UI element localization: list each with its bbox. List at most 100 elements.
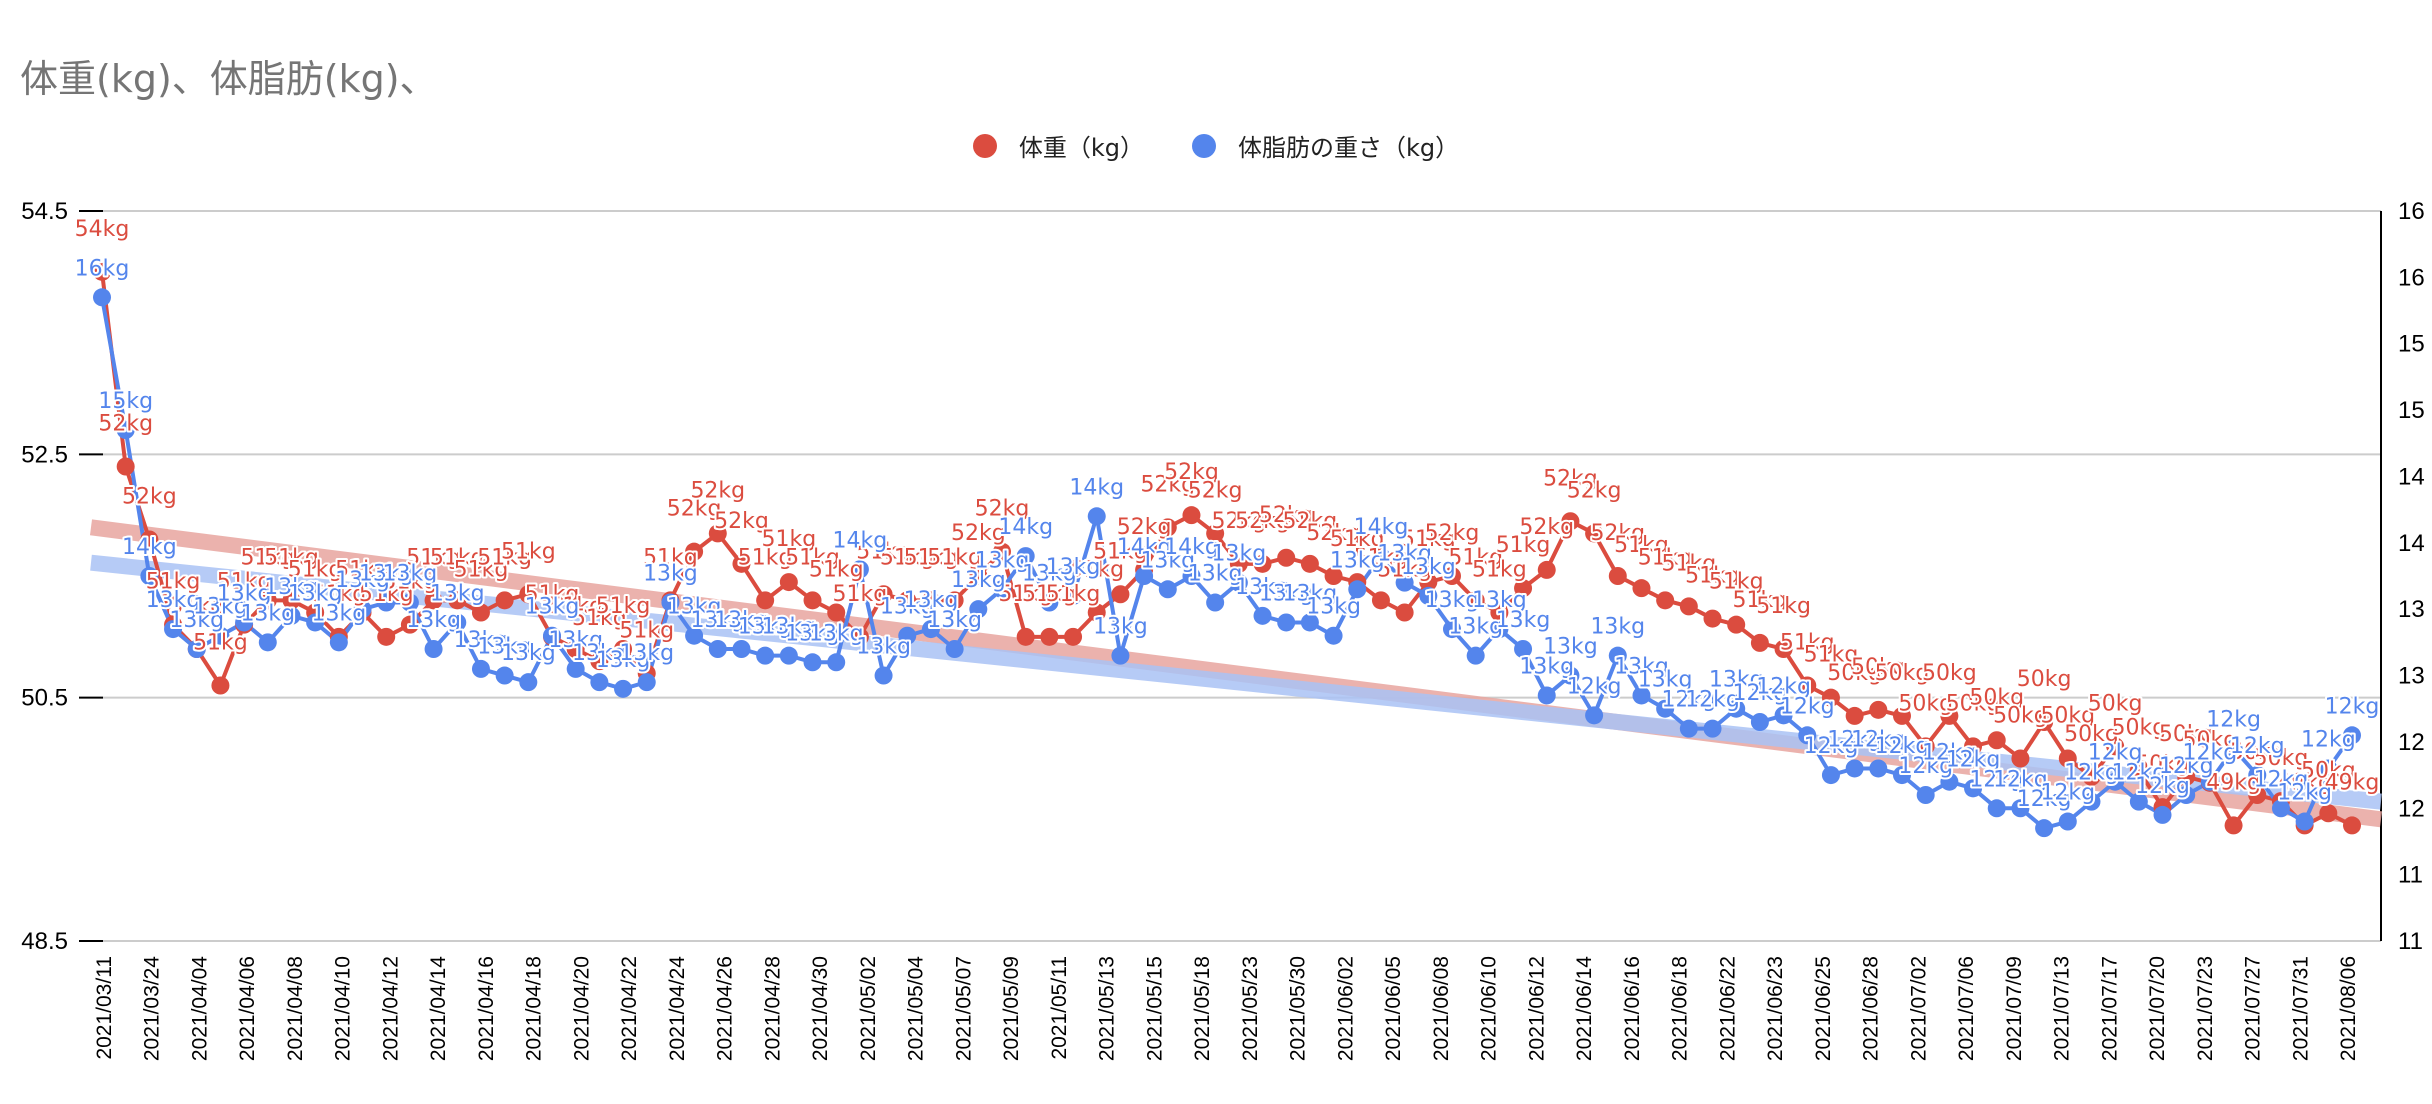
data-label: 12kg [1898, 754, 1953, 779]
legend: 体重（kg） 体脂肪の重さ（kg） [0, 128, 2432, 163]
data-label: 52kg [1259, 503, 1314, 528]
data-label: 13kg [383, 562, 438, 587]
data-label: 49kg [2277, 770, 2332, 795]
x-tick-label: 2021/05/04 [905, 956, 928, 1061]
data-point [1395, 573, 1414, 592]
data-point [2082, 767, 2101, 786]
data-label: 51kg [1638, 545, 1693, 570]
y-right-tick-label: 15 [2398, 331, 2425, 358]
data-label: 51kg [596, 594, 651, 619]
data-label: 51kg [1069, 558, 1124, 583]
data-point [921, 591, 940, 610]
data-point [1679, 597, 1698, 616]
data-label: 13kg [667, 595, 722, 620]
y-left-tick-label: 48.5 [21, 928, 68, 955]
data-label: 51kg [1614, 533, 1669, 558]
legend-item-body-fat[interactable]: 体脂肪の重さ（kg） [1192, 128, 1459, 163]
data-point [1774, 640, 1793, 658]
y-right-tick-label: 14 [2398, 530, 2425, 557]
data-point [495, 666, 514, 685]
data-point [1537, 686, 1556, 705]
x-tick-label: 2021/04/08 [284, 956, 307, 1061]
data-point [1182, 506, 1201, 525]
data-label: 50kg [2230, 740, 2285, 765]
data-point [2248, 786, 2267, 804]
x-tick-label: 2021/05/07 [952, 956, 975, 1061]
data-point [211, 676, 230, 695]
data-label: 13kg [1235, 575, 1290, 600]
data-point [2343, 726, 2361, 745]
data-label: 12kg [1851, 727, 1906, 752]
data-point [1774, 706, 1793, 725]
data-label: 51kg [548, 594, 603, 619]
data-point [2295, 812, 2314, 831]
data-point [282, 606, 301, 625]
data-point [827, 653, 846, 672]
data-point [1419, 586, 1438, 605]
data-point [1561, 512, 1580, 531]
data-label: 51kg [809, 558, 864, 583]
x-tick-label: 2021/04/06 [236, 956, 259, 1061]
data-label: 12kg [1567, 674, 1622, 699]
x-tick-label: 2021/06/28 [1860, 956, 1883, 1061]
data-label: 50kg [2254, 746, 2309, 771]
data-label: 12kg [2301, 727, 2356, 752]
data-label: 13kg [690, 608, 745, 633]
data-label: 13kg [951, 568, 1006, 593]
data-point [1845, 706, 1864, 725]
data-point [140, 567, 159, 585]
data-point [2224, 816, 2243, 835]
y-right-tick-label: 12 [2398, 729, 2425, 756]
data-label: 52kg [122, 485, 177, 510]
data-label: 51kg [998, 582, 1053, 607]
data-label: 52kg [667, 497, 722, 522]
data-label: 13kg [1377, 542, 1432, 567]
data-point [969, 567, 988, 585]
data-point [306, 613, 325, 632]
x-tick-label: 2021/07/13 [2051, 956, 2074, 1061]
data-label: 12kg [2230, 734, 2285, 759]
data-label: 52kg [1117, 515, 1172, 540]
legend-item-weight[interactable]: 体重（kg） [972, 128, 1144, 163]
data-label: 50kg [2301, 758, 2356, 783]
data-point [1135, 567, 1154, 585]
data-label: 13kg [1614, 654, 1669, 679]
data-label: 13kg [311, 601, 366, 626]
data-label: 12kg [2088, 741, 2143, 766]
data-label: 51kg [217, 570, 272, 595]
data-label: 51kg [264, 545, 319, 570]
data-label: 51kg [169, 594, 224, 619]
y-left-tick-label: 50.5 [21, 685, 68, 712]
data-point [1987, 731, 2006, 750]
data-point [898, 591, 917, 610]
data-point [1016, 547, 1035, 566]
data-label: 13kg [975, 548, 1030, 573]
data-label: 54kg [75, 217, 130, 242]
data-label: 13kg [1709, 668, 1764, 693]
data-label: 51kg [572, 606, 627, 631]
data-point [1111, 646, 1130, 665]
data-label: 13kg [1140, 548, 1195, 573]
data-point [519, 585, 538, 604]
data-label: 52kg [714, 509, 769, 534]
data-label: 52kg [1590, 521, 1645, 546]
data-point [400, 593, 419, 612]
data-point [1443, 620, 1461, 639]
data-point [779, 573, 798, 592]
data-label: 50kg [2135, 752, 2190, 777]
data-point [258, 633, 277, 652]
y-right-tick-label: 13 [2398, 596, 2425, 623]
data-label: 49kg [2325, 770, 2380, 795]
data-label: 13kg [1283, 581, 1338, 606]
data-point [1632, 579, 1651, 598]
x-tick-label: 2021/04/30 [809, 956, 832, 1061]
data-label: 12kg [2040, 781, 2095, 806]
data-point [1585, 706, 1604, 725]
data-label: 13kg [761, 615, 816, 640]
chart-title: 体重(kg)、体脂肪(kg)、 [20, 57, 438, 101]
data-label: 51kg [1401, 527, 1456, 552]
data-label: 13kg [643, 562, 698, 587]
x-tick-label: 2021/04/22 [618, 956, 641, 1061]
data-label: 52kg [690, 478, 745, 503]
data-point [211, 626, 230, 645]
